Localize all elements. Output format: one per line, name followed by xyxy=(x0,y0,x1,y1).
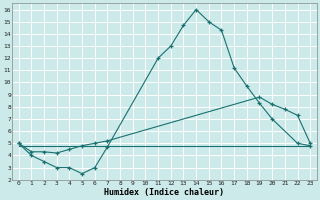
X-axis label: Humidex (Indice chaleur): Humidex (Indice chaleur) xyxy=(104,188,224,197)
